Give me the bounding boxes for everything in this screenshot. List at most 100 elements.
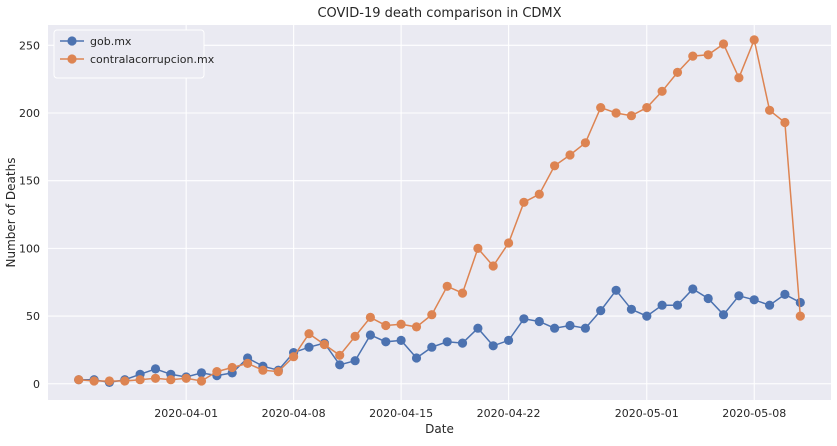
- data-point: [611, 108, 621, 118]
- data-point: [749, 295, 759, 305]
- data-point: [196, 376, 207, 386]
- y-tick-label: 200: [19, 107, 40, 120]
- data-point: [596, 306, 606, 316]
- data-point: [135, 375, 145, 385]
- data-point: [626, 111, 637, 121]
- data-point: [703, 50, 713, 60]
- data-point: [795, 311, 805, 321]
- data-point: [442, 337, 452, 347]
- data-point: [304, 342, 314, 352]
- data-point: [488, 261, 498, 271]
- legend: gob.mx contralacorrupcion.mx: [53, 29, 215, 79]
- data-point: [657, 86, 667, 96]
- data-point: [565, 320, 575, 331]
- data-point: [795, 297, 805, 308]
- data-point: [411, 353, 422, 363]
- data-point: [396, 335, 406, 345]
- data-point: [473, 323, 483, 333]
- series-layer: [74, 35, 805, 387]
- legend-label: gob.mx: [90, 35, 132, 48]
- data-point: [611, 285, 621, 295]
- data-point: [765, 105, 775, 115]
- data-point: [457, 288, 468, 298]
- data-point: [166, 375, 176, 385]
- data-point: [365, 312, 375, 322]
- data-point: [626, 304, 637, 314]
- legend-label: contralacorrupcion.mx: [90, 53, 215, 66]
- data-point: [688, 51, 698, 61]
- y-tick-label: 250: [19, 39, 40, 52]
- y-axis-label: Number of Deaths: [4, 158, 18, 268]
- data-point: [442, 281, 452, 291]
- x-tick-label: 2020-05-08: [722, 407, 786, 420]
- data-point: [534, 316, 544, 327]
- data-point: [396, 319, 406, 329]
- data-point: [596, 103, 606, 113]
- legend-marker: [67, 36, 77, 46]
- data-point: [335, 350, 345, 360]
- data-point: [672, 67, 683, 77]
- data-point: [196, 368, 207, 378]
- data-point: [550, 161, 560, 171]
- data-point: [150, 364, 161, 374]
- y-tick-labels: 0 50 100 150 200 250: [19, 39, 40, 390]
- y-tick-label: 0: [33, 378, 40, 391]
- data-point: [319, 339, 329, 350]
- x-tick-label: 2020-04-15: [369, 407, 433, 420]
- data-point: [120, 376, 130, 386]
- data-point: [642, 311, 652, 321]
- x-tick-label: 2020-04-22: [477, 407, 541, 420]
- data-point: [672, 300, 683, 310]
- data-point: [150, 373, 161, 383]
- plot-area: [48, 25, 831, 400]
- data-point: [734, 291, 744, 301]
- data-point: [74, 375, 84, 385]
- data-point: [519, 197, 529, 207]
- x-tick-label: 2020-05-01: [615, 407, 679, 420]
- data-point: [457, 338, 468, 348]
- data-point: [703, 293, 713, 304]
- x-tick-label: 2020-04-01: [154, 407, 218, 420]
- data-point: [565, 150, 575, 160]
- data-point: [258, 365, 268, 375]
- data-point: [365, 330, 375, 340]
- data-point: [580, 323, 591, 333]
- data-point: [734, 73, 744, 83]
- data-point: [718, 39, 729, 49]
- data-point: [688, 284, 698, 294]
- data-point: [765, 300, 775, 310]
- data-point: [534, 189, 544, 199]
- grid: [48, 25, 831, 400]
- data-point: [350, 356, 360, 366]
- data-point: [780, 117, 790, 128]
- data-point: [749, 35, 759, 45]
- y-tick-label: 50: [26, 310, 40, 323]
- data-point: [181, 373, 191, 383]
- data-point: [289, 352, 299, 362]
- x-tick-label: 2020-04-08: [262, 407, 326, 420]
- data-point: [350, 331, 360, 341]
- chart-title: COVID-19 death comparison in CDMX: [317, 6, 561, 21]
- data-point: [488, 341, 498, 351]
- y-tick-label: 150: [19, 175, 40, 188]
- legend-box: [53, 29, 205, 79]
- data-point: [718, 310, 729, 320]
- legend-marker: [67, 54, 77, 64]
- data-point: [411, 322, 422, 332]
- data-point: [550, 323, 560, 333]
- data-point: [335, 360, 345, 370]
- data-point: [381, 320, 391, 331]
- data-point: [504, 238, 514, 248]
- data-point: [580, 138, 591, 148]
- y-tick-label: 100: [19, 242, 40, 255]
- data-point: [89, 376, 99, 386]
- data-point: [657, 300, 667, 310]
- data-point: [427, 342, 437, 352]
- data-point: [273, 367, 283, 377]
- x-tick-labels: 2020-04-01 2020-04-08 2020-04-15 2020-04-22…: [154, 407, 786, 420]
- x-axis-label: Date: [425, 422, 454, 436]
- data-point: [212, 367, 222, 377]
- data-point: [504, 335, 514, 345]
